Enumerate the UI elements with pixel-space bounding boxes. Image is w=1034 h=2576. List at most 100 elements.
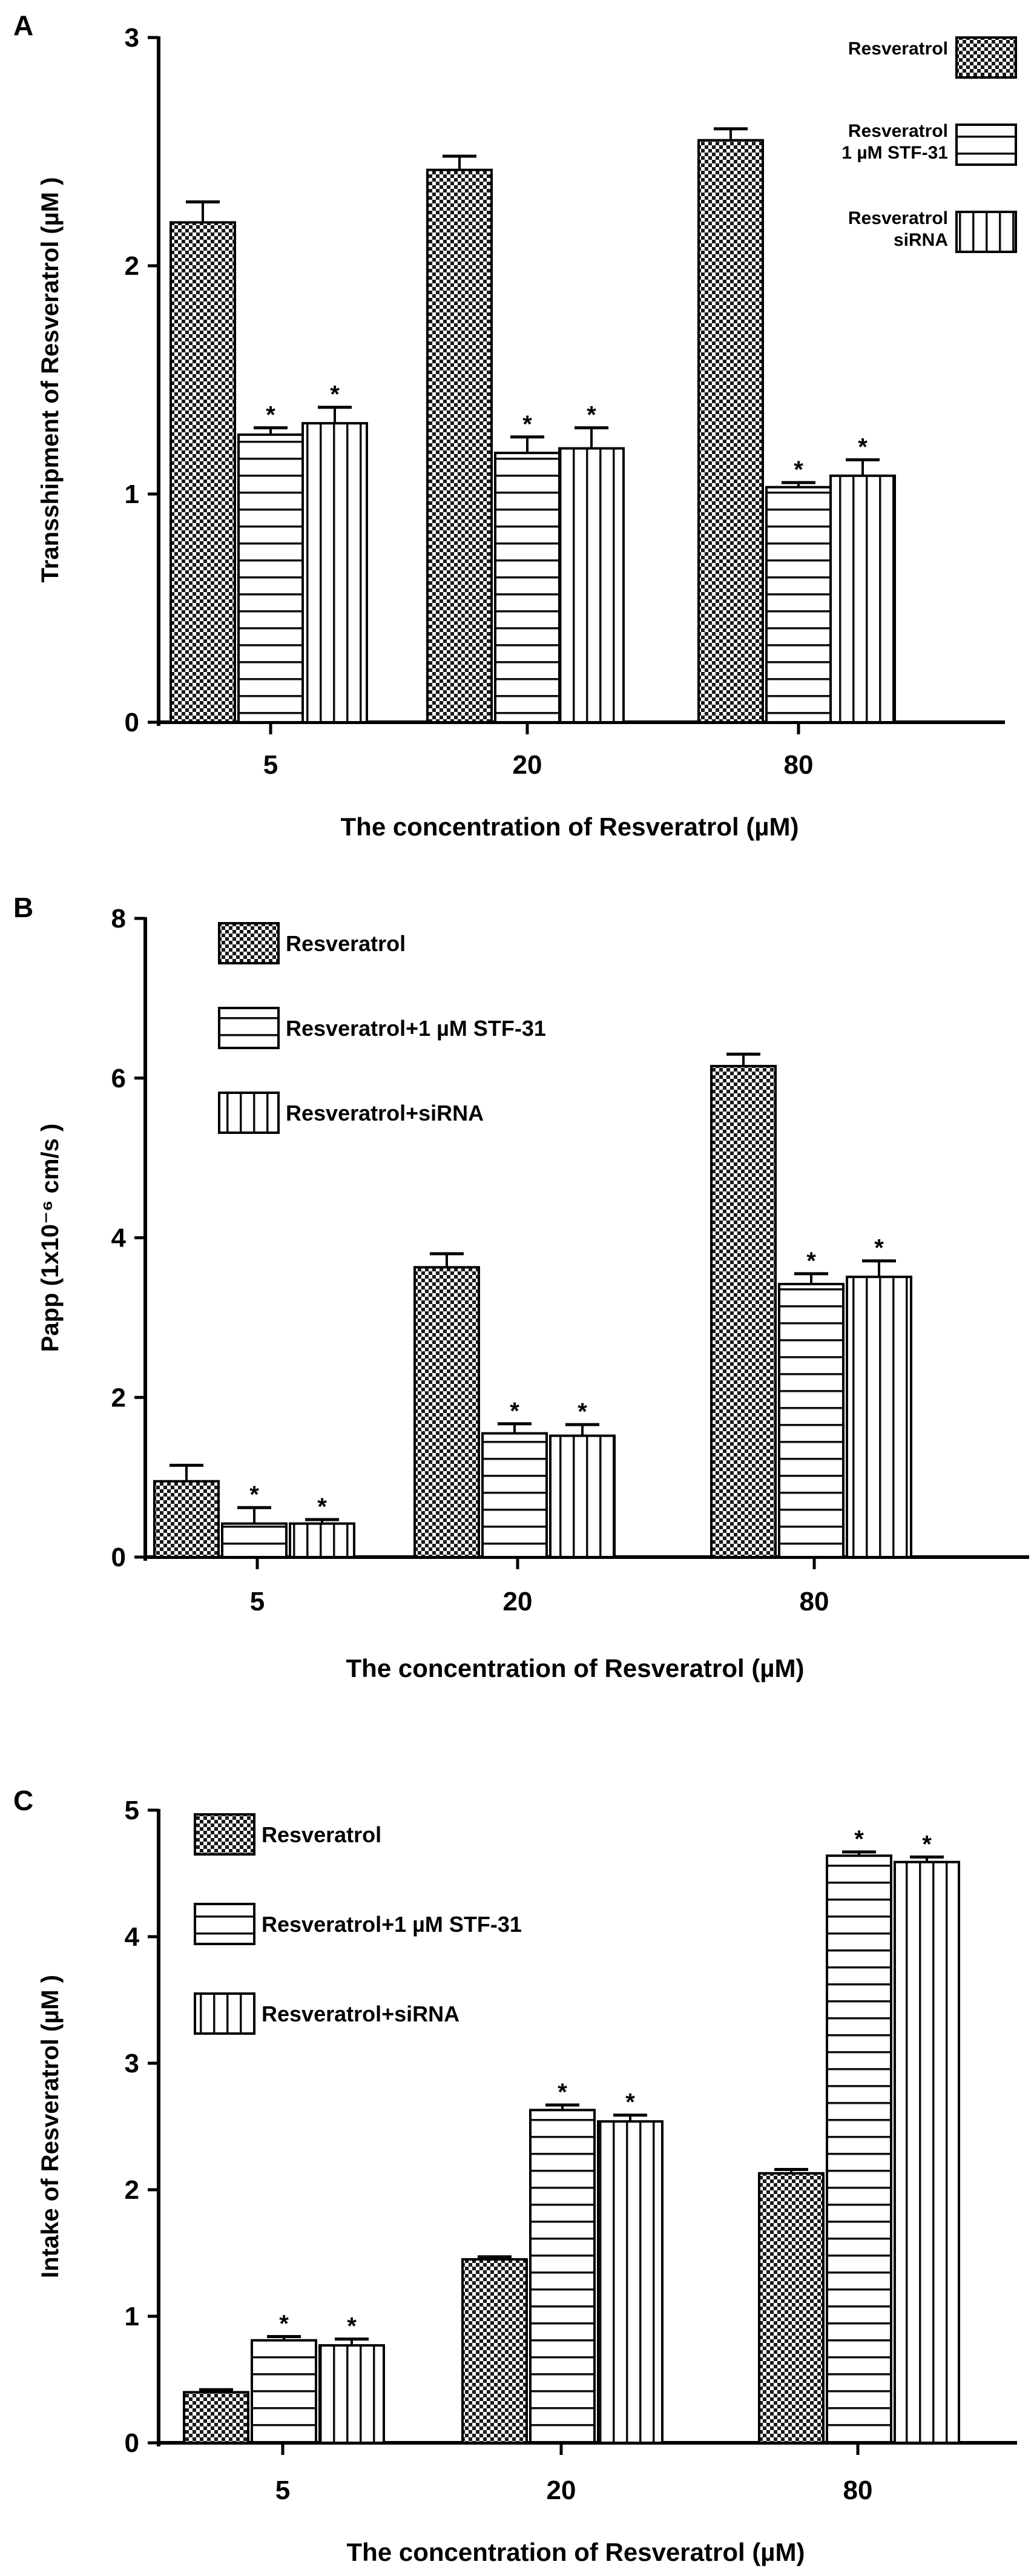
x-axis-label: The concentration of Resveratrol (µM) [347,2538,805,2566]
legend-label: Resveratrol+siRNA [262,2001,459,2026]
significance-marker: * [347,2313,357,2340]
bar [549,1434,616,1559]
legend-label: Resveratrol [848,208,948,228]
significance-marker: * [806,1248,816,1274]
significance-marker: * [578,1398,587,1425]
legend-label: 1 µM STF-31 [841,143,948,163]
y-tick-label: 2 [125,2175,139,2205]
x-tick-label: 20 [503,1587,533,1616]
y-tick-label: 4 [111,1224,127,1253]
bar [778,1282,845,1559]
y-tick-label: 3 [125,2049,139,2078]
legend-swatch [955,211,1017,253]
significance-marker: * [558,2079,567,2106]
significance-marker: * [625,2089,635,2116]
bar [289,1522,355,1559]
significance-marker: * [510,1398,519,1425]
legend-label: Resveratrol [286,931,406,956]
significance-marker: * [249,1481,259,1508]
bar [829,474,896,724]
bar [765,486,832,723]
bar [558,447,625,723]
bar [461,2258,528,2444]
legend-swatch [218,1007,280,1049]
significance-marker: * [317,1494,327,1520]
bar [758,2172,825,2445]
y-tick-label: 2 [125,251,139,281]
legend: Resveratrol Resveratrol+1 µM STF-31 Resver… [194,1813,522,2035]
bar [413,1266,480,1558]
significance-marker: * [794,456,803,483]
y-axis-label: Intake of Resveratrol (µM ) [37,1975,64,2278]
bar [318,2344,385,2445]
significance-marker: * [874,1235,884,1262]
panel-a: A 0 1 2 3 Transshipment of Resveratrol (µM ) 5… [13,10,1017,841]
y-axis-label: Transshipment of Resveratrol (µM ) [37,177,64,583]
significance-marker: * [587,402,596,429]
bar [481,1432,548,1558]
significance-marker: * [922,1831,932,1857]
bar [494,452,561,723]
bar [251,2339,317,2444]
y-tick-label: 3 [125,23,139,53]
legend: Resveratrol Resveratrol+1 µM STF-31 Resver… [218,922,546,1134]
bar [697,139,764,723]
x-axis-label: The concentration of Resveratrol (µM) [341,812,799,841]
panel-b: B 0 2 4 6 8 Papp (1x10⁻⁶ cm/s ) 5 * * 20 * * 80 * * The … [13,892,1029,1682]
y-tick-label: 1 [125,2302,139,2331]
bar [710,1064,777,1558]
y-tick-label: 5 [125,1796,139,1825]
bar [894,1860,960,2444]
x-tick-label: 20 [513,750,542,780]
bar [426,168,493,724]
legend-label: Resveratrol [848,121,948,141]
significance-marker: * [858,433,868,460]
panel-label: B [13,892,33,923]
significance-marker: * [279,2310,289,2337]
x-tick-label: 80 [800,1587,829,1616]
legend-swatch [194,1903,255,1945]
x-tick-label: 80 [784,750,814,780]
legend-label: Resveratrol+1 µM STF-31 [286,1016,546,1041]
x-tick-label: 80 [843,2476,873,2505]
x-tick-label: 20 [547,2476,576,2505]
y-tick-label: 2 [111,1383,126,1412]
bar [237,433,304,723]
y-tick-label: 8 [111,904,126,934]
legend-swatch [218,1092,280,1134]
legend-label: Resveratrol+siRNA [286,1101,484,1125]
bar [221,1522,288,1559]
legend-label: siRNA [894,230,948,250]
legend-label: Resveratrol [848,39,948,59]
legend-label: Resveratrol+1 µM STF-31 [262,1912,522,1937]
panel-label: A [13,10,33,41]
y-tick-label: 4 [125,1922,140,1952]
significance-marker: * [522,411,532,438]
y-tick-label: 1 [125,479,139,509]
bar [183,2391,249,2444]
bar [529,2109,596,2445]
bar [301,422,368,723]
legend-label: Resveratrol [262,1822,381,1847]
significance-marker: * [330,381,340,408]
legend-swatch [955,36,1017,79]
y-tick-label: 0 [111,1543,126,1572]
legend-swatch [955,124,1017,166]
bar [846,1276,912,1558]
x-tick-label: 5 [263,750,278,780]
x-tick-label: 5 [275,2476,290,2505]
bar [826,1854,892,2444]
y-tick-label: 0 [125,708,139,737]
legend-swatch [194,1992,255,2035]
x-axis-label: The concentration of Resveratrol (µM) [346,1654,805,1682]
panel-c: C 0 1 2 3 4 5 Intake of Resveratrol (µM ) 5 * * 20 *… [13,1785,1017,2566]
y-tick-label: 0 [125,2428,139,2458]
y-tick-label: 6 [111,1064,126,1093]
x-tick-label: 5 [250,1587,265,1616]
legend-swatch [218,922,280,964]
significance-marker: * [854,1826,864,1853]
significance-marker: * [266,402,275,429]
bar [597,2120,664,2444]
